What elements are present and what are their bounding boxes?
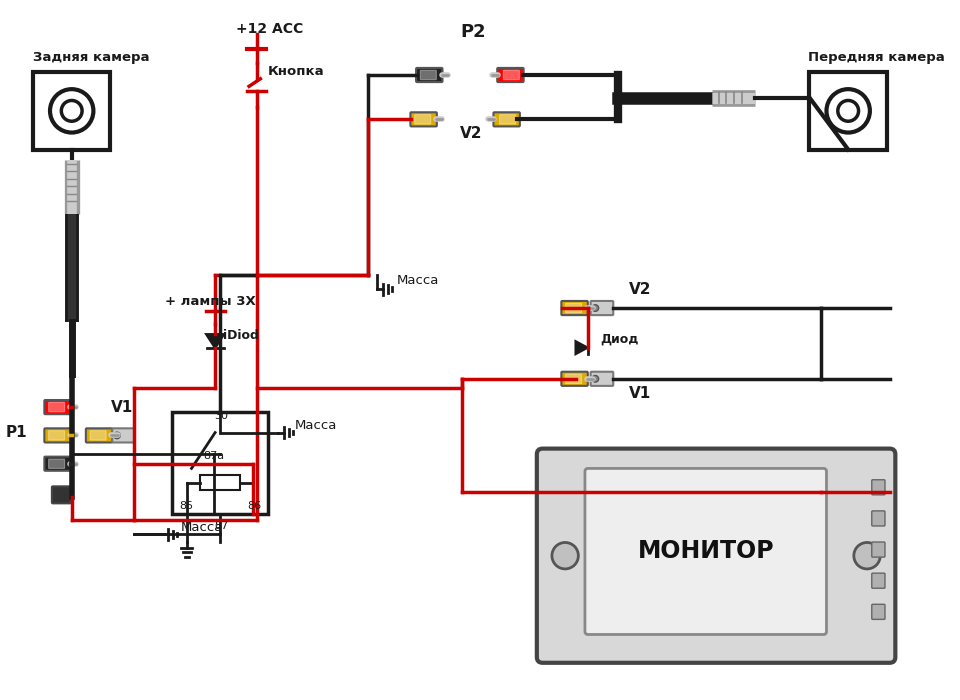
FancyBboxPatch shape bbox=[872, 542, 885, 557]
Polygon shape bbox=[575, 341, 588, 354]
Text: V2: V2 bbox=[461, 126, 483, 141]
Text: 85: 85 bbox=[180, 501, 193, 511]
Text: 87: 87 bbox=[214, 521, 228, 531]
Text: P2: P2 bbox=[461, 23, 486, 41]
FancyBboxPatch shape bbox=[562, 301, 588, 315]
Text: Кнопка: Кнопка bbox=[268, 65, 324, 78]
FancyBboxPatch shape bbox=[44, 400, 71, 414]
FancyBboxPatch shape bbox=[872, 480, 885, 495]
FancyBboxPatch shape bbox=[585, 468, 827, 634]
Text: V1: V1 bbox=[630, 386, 652, 400]
FancyBboxPatch shape bbox=[872, 573, 885, 588]
Text: iDiod: iDiod bbox=[223, 329, 258, 342]
Circle shape bbox=[592, 375, 599, 382]
FancyBboxPatch shape bbox=[90, 430, 107, 440]
Circle shape bbox=[592, 304, 599, 312]
FancyBboxPatch shape bbox=[49, 459, 64, 468]
Circle shape bbox=[113, 432, 120, 439]
Text: 86: 86 bbox=[247, 501, 261, 511]
FancyBboxPatch shape bbox=[112, 428, 135, 442]
FancyBboxPatch shape bbox=[537, 449, 896, 663]
FancyBboxPatch shape bbox=[85, 428, 112, 442]
Polygon shape bbox=[206, 335, 224, 348]
Text: +12 ACC: +12 ACC bbox=[236, 22, 303, 36]
FancyBboxPatch shape bbox=[44, 456, 71, 471]
Text: Масса: Масса bbox=[295, 419, 337, 432]
FancyBboxPatch shape bbox=[420, 70, 437, 80]
FancyBboxPatch shape bbox=[411, 112, 437, 127]
FancyBboxPatch shape bbox=[44, 428, 71, 442]
Circle shape bbox=[853, 542, 880, 569]
Circle shape bbox=[552, 542, 578, 569]
FancyBboxPatch shape bbox=[49, 402, 64, 412]
Text: 30: 30 bbox=[214, 412, 228, 421]
FancyBboxPatch shape bbox=[52, 486, 71, 503]
FancyBboxPatch shape bbox=[499, 115, 516, 124]
FancyBboxPatch shape bbox=[493, 112, 520, 127]
Text: P1: P1 bbox=[6, 426, 27, 440]
FancyBboxPatch shape bbox=[415, 115, 431, 124]
Circle shape bbox=[50, 89, 93, 132]
FancyBboxPatch shape bbox=[503, 70, 519, 80]
Text: 87a: 87a bbox=[203, 451, 224, 461]
Circle shape bbox=[827, 89, 870, 132]
FancyBboxPatch shape bbox=[872, 604, 885, 620]
Text: Передняя камера: Передняя камера bbox=[807, 51, 945, 64]
FancyBboxPatch shape bbox=[497, 68, 523, 82]
FancyBboxPatch shape bbox=[872, 511, 885, 526]
Bar bbox=[200, 475, 240, 490]
Bar bbox=[809, 72, 887, 150]
Bar bbox=[172, 412, 268, 514]
Circle shape bbox=[61, 101, 83, 121]
FancyBboxPatch shape bbox=[565, 303, 582, 313]
FancyBboxPatch shape bbox=[565, 374, 582, 384]
Circle shape bbox=[838, 101, 858, 121]
FancyBboxPatch shape bbox=[590, 372, 613, 386]
Text: МОНИТОР: МОНИТОР bbox=[637, 540, 774, 564]
Text: Задняя камера: Задняя камера bbox=[33, 51, 150, 64]
FancyBboxPatch shape bbox=[590, 301, 613, 315]
FancyBboxPatch shape bbox=[416, 68, 443, 82]
FancyBboxPatch shape bbox=[562, 372, 588, 386]
Text: Диод: Диод bbox=[600, 333, 638, 346]
Text: + лампы 3X: + лампы 3X bbox=[165, 295, 256, 308]
FancyBboxPatch shape bbox=[49, 430, 64, 440]
Text: V1: V1 bbox=[111, 400, 133, 415]
Text: V2: V2 bbox=[630, 282, 652, 297]
Text: Масса: Масса bbox=[396, 274, 439, 288]
Bar bbox=[33, 72, 110, 150]
Text: Масса: Масса bbox=[181, 521, 224, 533]
